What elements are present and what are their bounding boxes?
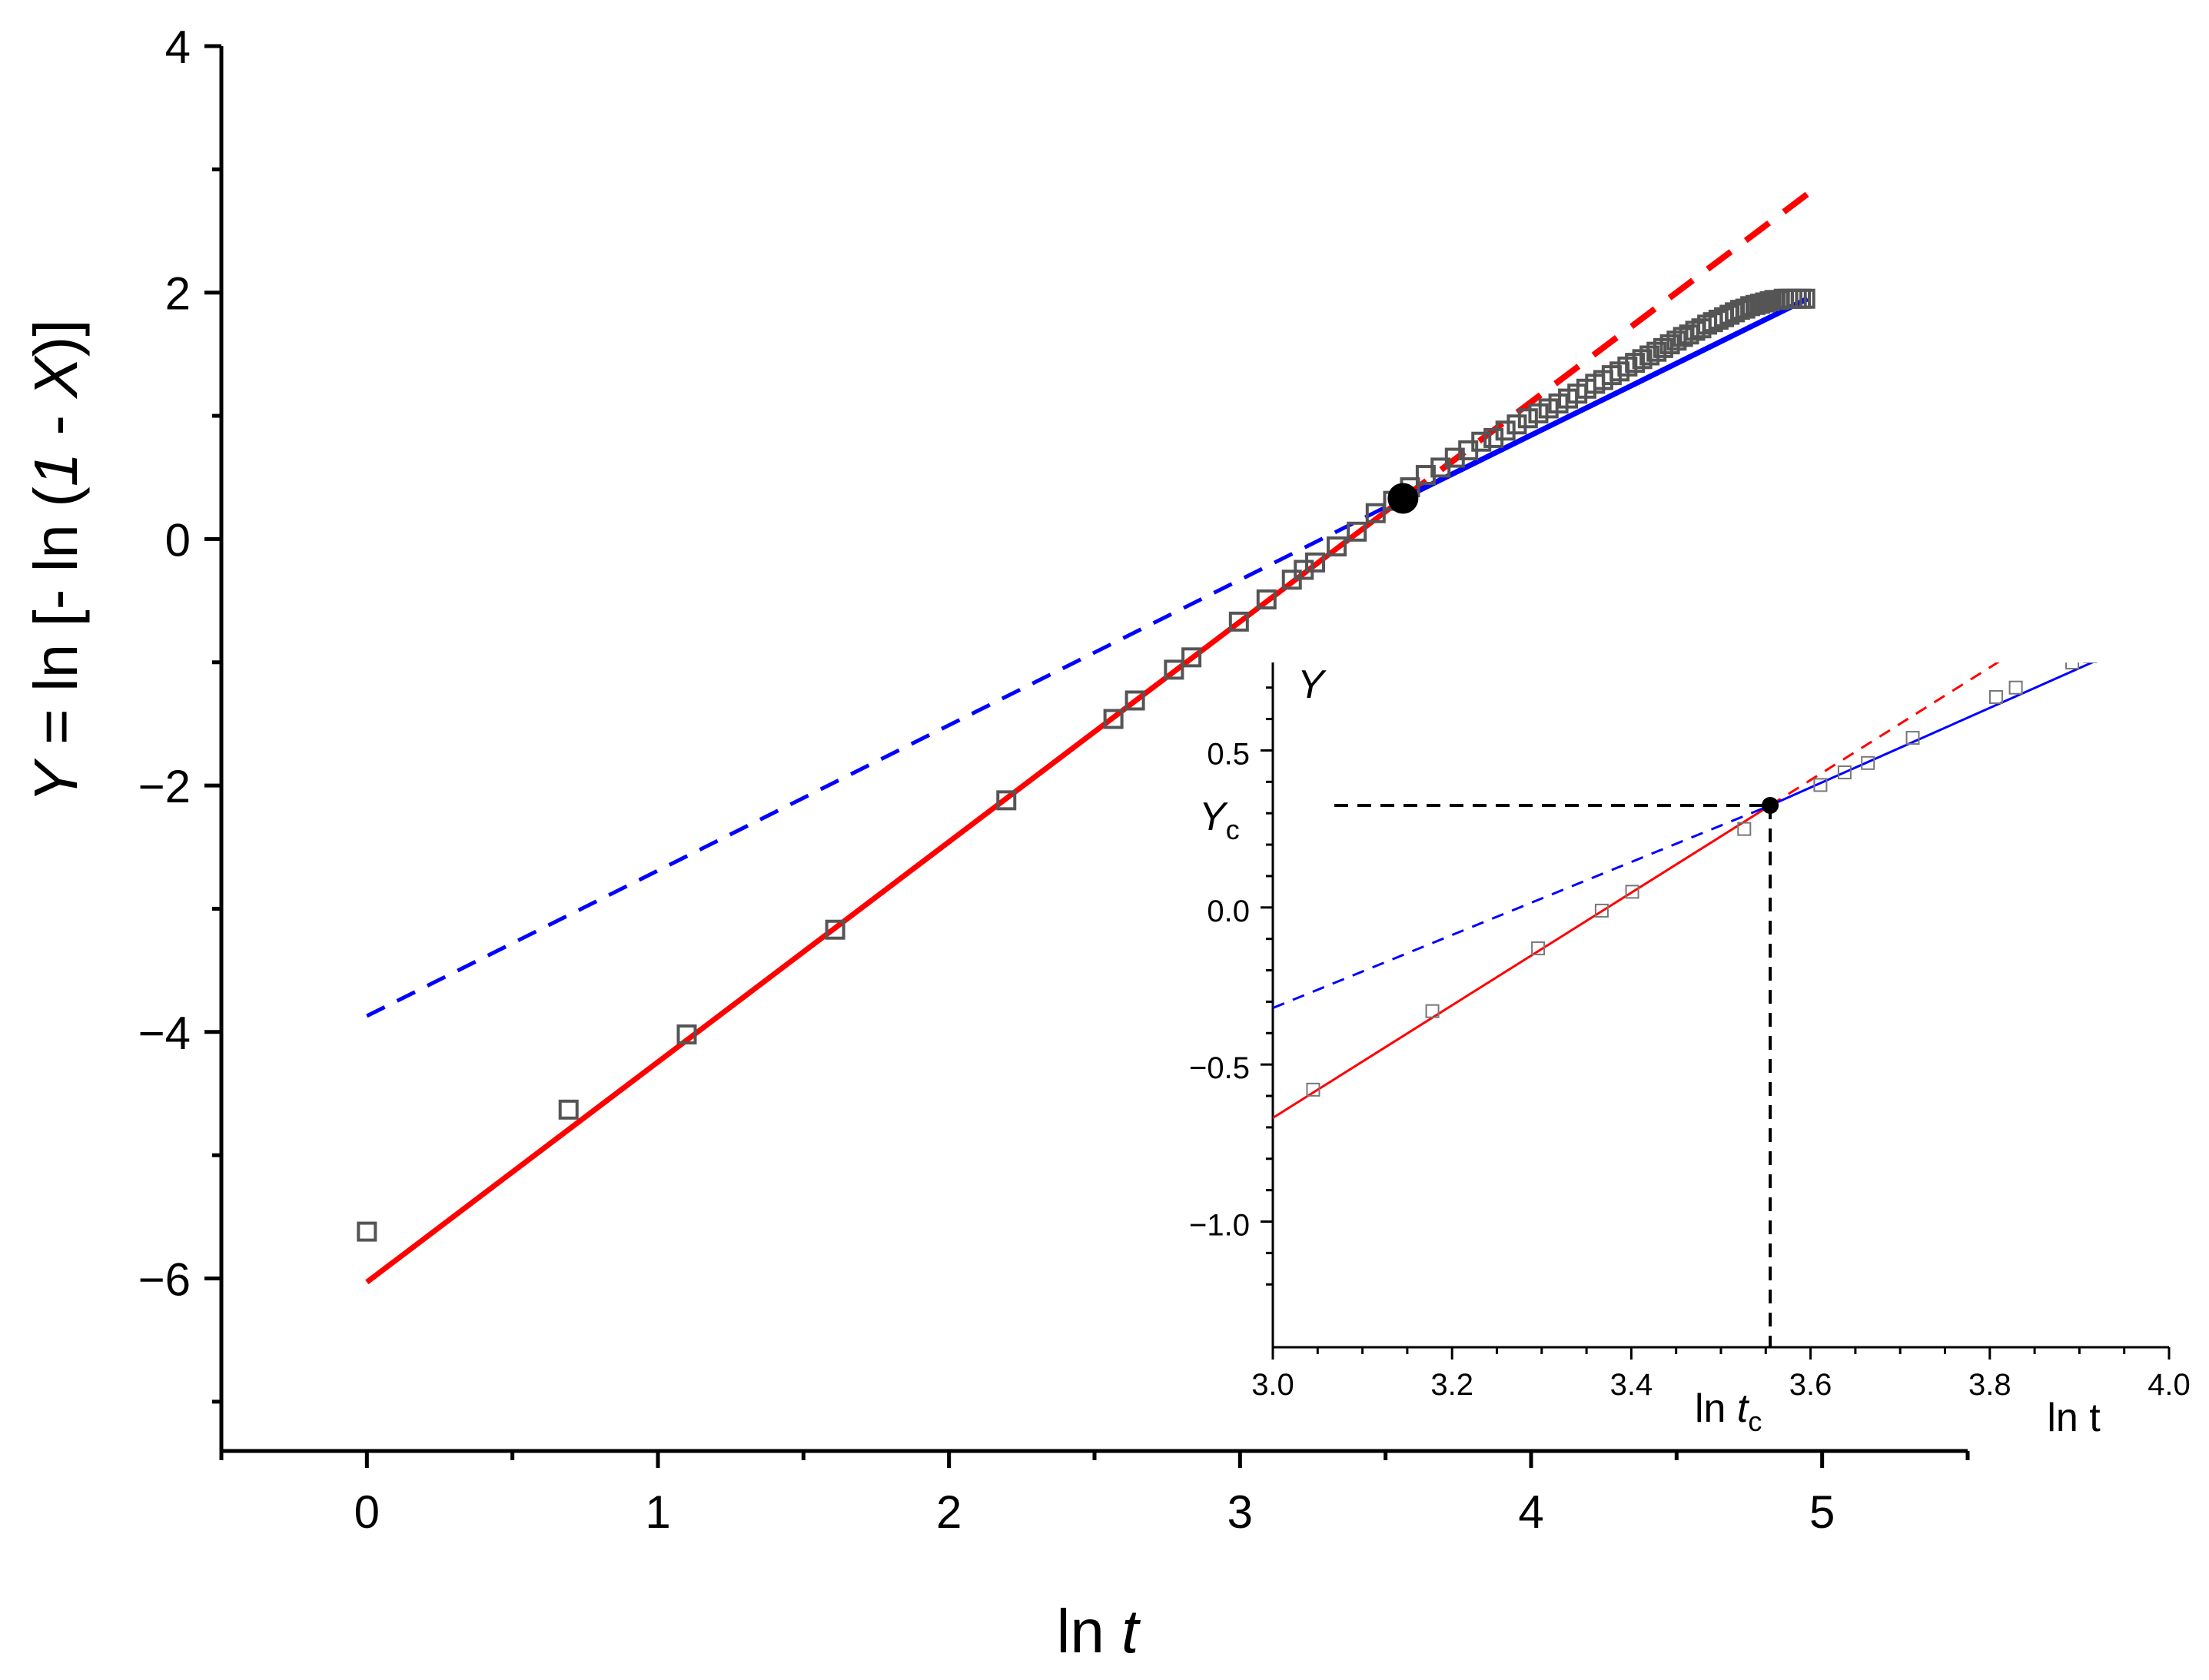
data-point [1471,431,1492,452]
inset-y-tick-label: −1.0 [1189,1209,1250,1243]
inset-yc-var: Y [1199,795,1228,839]
inset-data-point [1594,903,1609,918]
y-axis-title: Y = ln [- ln (1 - X)] [22,319,90,802]
main-axes [204,44,1970,1468]
inset-x-tick-label: 4.0 [2148,1368,2191,1402]
data-point [1327,536,1347,557]
series-line-red-dashed [1769,662,2000,807]
data-point [676,1024,697,1045]
inset-series [1273,662,2098,1347]
data-point [1181,647,1202,668]
inset-data-point [1425,1004,1440,1018]
data-point [1228,611,1249,632]
data-point [558,1099,579,1120]
inset-series-group [1273,662,2098,1347]
inset-tick-labels: 3.0 3.2 3.4 3.6 3.8 4.0 0.5 0.0 −0.5 −1.0 [1189,737,2191,1402]
inset-y-tick-label: −0.5 [1189,1051,1250,1085]
x-tick-label: 4 [1518,1486,1543,1538]
x-axis-title-prefix: ln [1057,1597,1122,1665]
data-point [825,919,845,940]
inset-background [1262,661,2169,1353]
y-tick-label: −2 [138,761,191,812]
y-axis-title-num: 1 [22,453,90,487]
inset-data-point [2008,680,2023,695]
x-tick-label: 5 [1809,1486,1835,1538]
inset-y-tick-label: 0.0 [1207,895,1250,928]
series-line-blue-dashed [366,496,1404,1018]
inset-critical-point [1762,796,1779,814]
inset-x-axis-title: ln t [2047,1396,2101,1440]
inset-x-tick-label: 3.0 [1251,1368,1294,1402]
x-tick-label: 1 [645,1486,670,1538]
inset-data-point [1905,731,1920,745]
inset-data-point [1306,1082,1320,1097]
y-axis-title-var: Y [22,758,90,803]
data-point [1103,709,1124,729]
inset-x-tick-label: 3.4 [1610,1368,1653,1402]
data-point [1517,408,1538,429]
inset-x-tick-label: 3.8 [1968,1368,2011,1402]
x-tick-label: 3 [1227,1486,1253,1538]
series-line-red-dashed [1400,191,1810,501]
y-axis-title-var2: X [22,355,90,400]
y-tick-label: 4 [165,22,191,73]
data-point [1528,403,1549,423]
inset-x-tick-label: 3.6 [1789,1368,1832,1402]
data-point [1666,330,1687,351]
inset-yc-label: Yc [1199,795,1240,845]
inset-tc-prefix: ln [1695,1386,1737,1431]
data-point [357,1221,377,1242]
data-point [1506,414,1527,435]
y-axis-title-rest3: )] [22,319,90,357]
y-axis-title-rest2: - [22,398,90,453]
inset-data-point [1531,941,1546,955]
inset-data-point [1837,765,1852,780]
inset-data-point [1737,822,1752,836]
inset-yc-sub: c [1226,814,1240,845]
x-tick-label: 2 [936,1486,962,1538]
inset-y-axis-title: Y [1297,662,1327,707]
inset-tc-sub: c [1748,1406,1762,1437]
critical-point [1387,483,1419,514]
inset-plot: 3.0 3.2 3.4 3.6 3.8 4.00.50.0−0.5−1.0 Y ln t … [1189,661,2191,1440]
inset-data-point [1861,755,1875,770]
data-point [1164,659,1184,680]
data-point [1795,288,1815,309]
inset-y-tick-label: 0.5 [1207,737,1250,771]
data-point [1124,690,1145,711]
x-axis-title: ln t [1057,1597,1141,1665]
inset-data-point [1813,778,1828,792]
data-point [1495,420,1516,441]
main-series [357,191,1815,1285]
series-line-red-solid [1273,804,1771,1119]
series-line-blue-dashed [1273,804,1771,1009]
data-point [1365,503,1386,523]
y-tick-label: −4 [138,1008,191,1059]
inset-tc-label: ln tc [1695,1386,1762,1437]
inset-axes [1261,662,2171,1360]
y-tick-label: 0 [165,514,191,566]
x-tick-label: 0 [354,1486,380,1538]
main-tick-labels: 0 1 2 3 4 5 4 2 0 −2 −4 −6 [138,22,1835,1538]
data-point [1735,298,1756,319]
inset-x-tick-label: 3.2 [1430,1368,1473,1402]
x-axis-title-var: t [1121,1597,1141,1665]
data-point [1347,521,1367,542]
y-axis-title-rest1: = ln [- ln ( [22,486,90,762]
data-point [1256,589,1277,609]
data-point [996,790,1017,811]
inset-tc-var: t [1737,1386,1750,1431]
inset-data-point [2065,662,2080,669]
series-line-blue-solid [1401,296,1809,501]
y-tick-label: 2 [165,268,191,320]
data-point [1305,552,1326,573]
y-tick-label: −6 [138,1254,191,1306]
inset-data-point [1625,885,1639,899]
inset-data-point [1988,689,2003,704]
